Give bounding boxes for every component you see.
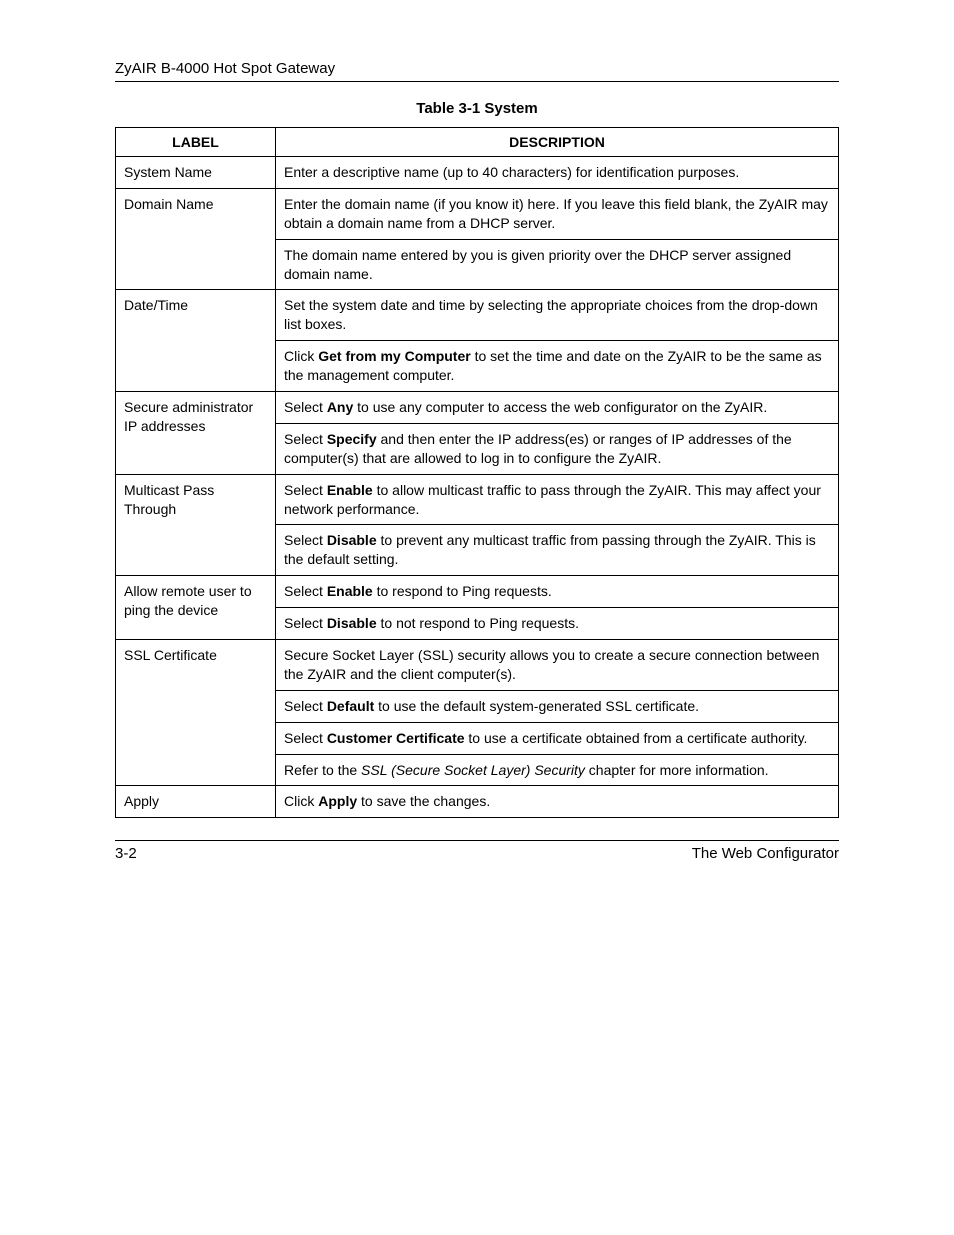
row-description: Refer to the SSL (Secure Socket Layer) S… xyxy=(276,754,839,786)
row-label: Domain Name xyxy=(116,188,276,290)
row-label: Allow remote user to ping the device xyxy=(116,576,276,640)
page-header-title: ZyAIR B-4000 Hot Spot Gateway xyxy=(115,60,335,77)
row-description: Select Enable to respond to Ping request… xyxy=(276,576,839,608)
table-row: SSL CertificateSecure Socket Layer (SSL)… xyxy=(116,640,839,691)
table-header-row: LABEL DESCRIPTION xyxy=(116,128,839,157)
page-footer: 3-2 The Web Configurator xyxy=(115,840,839,862)
footer-page-number: 3-2 xyxy=(115,845,137,862)
table-row: Domain NameEnter the domain name (if you… xyxy=(116,188,839,239)
table-row: Multicast Pass ThroughSelect Enable to a… xyxy=(116,474,839,525)
table-row: Secure administrator IP addressesSelect … xyxy=(116,392,839,424)
row-description: Secure Socket Layer (SSL) security allow… xyxy=(276,640,839,691)
row-label: SSL Certificate xyxy=(116,640,276,786)
row-description: Select Disable to not respond to Ping re… xyxy=(276,608,839,640)
row-description: The domain name entered by you is given … xyxy=(276,239,839,290)
table-row: ApplyClick Apply to save the changes. xyxy=(116,786,839,818)
row-description: Click Get from my Computer to set the ti… xyxy=(276,341,839,392)
row-description: Select Specify and then enter the IP add… xyxy=(276,423,839,474)
row-description: Select Default to use the default system… xyxy=(276,690,839,722)
table-caption: Table 3-1 System xyxy=(115,100,839,117)
row-description: Select Disable to prevent any multicast … xyxy=(276,525,839,576)
table-row: Allow remote user to ping the deviceSele… xyxy=(116,576,839,608)
table-row: Date/TimeSet the system date and time by… xyxy=(116,290,839,341)
row-description: Set the system date and time by selectin… xyxy=(276,290,839,341)
row-label: Multicast Pass Through xyxy=(116,474,276,576)
row-label: Apply xyxy=(116,786,276,818)
row-description: Click Apply to save the changes. xyxy=(276,786,839,818)
row-label: System Name xyxy=(116,157,276,189)
footer-section: The Web Configurator xyxy=(692,845,839,862)
row-label: Secure administrator IP addresses xyxy=(116,392,276,475)
row-description: Enter a descriptive name (up to 40 chara… xyxy=(276,157,839,189)
system-table: LABEL DESCRIPTION System NameEnter a des… xyxy=(115,127,839,818)
table-row: System NameEnter a descriptive name (up … xyxy=(116,157,839,189)
row-label: Date/Time xyxy=(116,290,276,392)
col-header-label: LABEL xyxy=(116,128,276,157)
row-description: Select Enable to allow multicast traffic… xyxy=(276,474,839,525)
row-description: Select Any to use any computer to access… xyxy=(276,392,839,424)
row-description: Select Customer Certificate to use a cer… xyxy=(276,722,839,754)
col-header-description: DESCRIPTION xyxy=(276,128,839,157)
row-description: Enter the domain name (if you know it) h… xyxy=(276,188,839,239)
